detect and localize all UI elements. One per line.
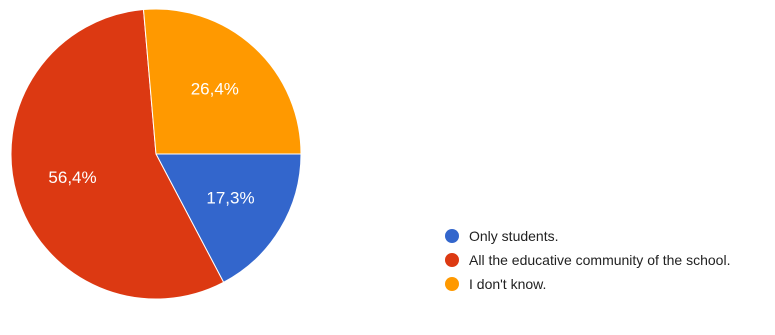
pie-slice-dont-know[interactable] bbox=[142, 8, 302, 155]
pie-slices bbox=[10, 8, 302, 300]
legend-label: Only students. bbox=[469, 228, 559, 244]
pie-slice-only-students[interactable] bbox=[155, 153, 302, 283]
legend-swatch bbox=[445, 277, 459, 291]
chart-legend: Only students. All the educative communi… bbox=[445, 226, 775, 298]
pie-slice-value-label: 17,3% bbox=[206, 188, 254, 207]
pie-slice-labels: 17,3% 56,4% 26,4% bbox=[48, 79, 254, 207]
pie-slice-value-label: 56,4% bbox=[48, 168, 96, 187]
legend-item-only-students[interactable]: Only students. bbox=[445, 226, 775, 247]
pie-slice-value-label: 26,4% bbox=[191, 79, 239, 98]
legend-swatch bbox=[445, 253, 459, 267]
legend-swatch bbox=[445, 229, 459, 243]
pie-slice-all-community[interactable] bbox=[10, 8, 225, 300]
legend-label: I don't know. bbox=[469, 276, 547, 292]
legend-label: All the educative community of the schoo… bbox=[469, 252, 731, 268]
legend-item-all-community[interactable]: All the educative community of the schoo… bbox=[445, 250, 775, 271]
legend-item-dont-know[interactable]: I don't know. bbox=[445, 274, 775, 295]
